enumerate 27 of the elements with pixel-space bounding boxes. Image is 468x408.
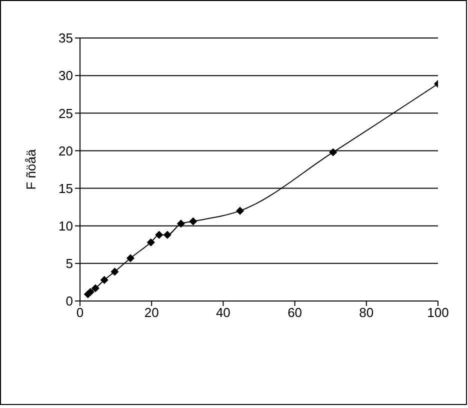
x-tick-label: 80 <box>359 305 374 320</box>
point <box>329 148 338 156</box>
y-tick-label: 35 <box>58 30 73 46</box>
y-tick-label: 30 <box>58 68 73 84</box>
y-tick-label: 0 <box>66 294 73 309</box>
y-axis-title: F ñöåä <box>24 148 38 190</box>
point <box>126 254 134 262</box>
point <box>236 206 244 215</box>
x-tick-label: 0 <box>76 305 84 320</box>
x-tick-label: 60 <box>288 305 302 320</box>
point <box>110 268 119 276</box>
x-tick-label: 20 <box>144 305 159 320</box>
x-tick-label: 100 <box>427 305 449 320</box>
point <box>155 230 164 239</box>
y-tick-label: 10 <box>58 218 73 234</box>
point <box>177 220 185 228</box>
point <box>189 217 198 226</box>
point <box>86 288 94 296</box>
point <box>100 276 108 284</box>
point <box>146 238 155 246</box>
y-tick-label: 20 <box>58 143 73 158</box>
y-tick-label: 15 <box>58 180 73 196</box>
point <box>91 284 100 292</box>
x-tick-label: 40 <box>216 305 230 320</box>
y-tick-label: 25 <box>58 106 73 121</box>
point <box>163 230 172 239</box>
y-tick-label: 5 <box>66 256 73 272</box>
